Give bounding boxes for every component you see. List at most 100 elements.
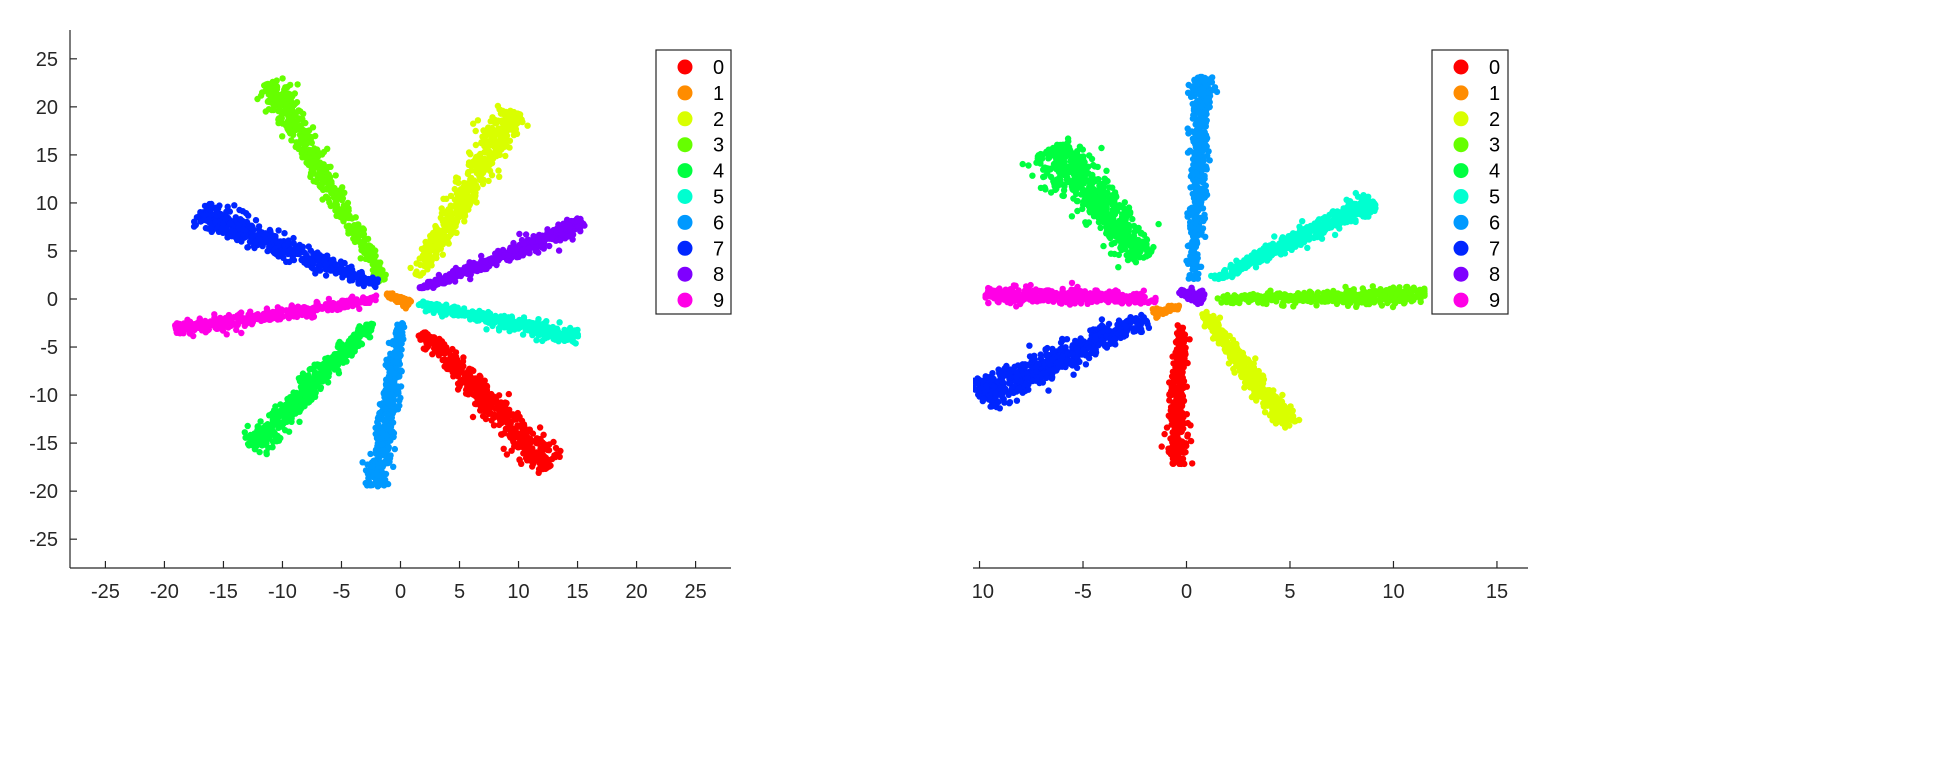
series-9-point	[337, 302, 345, 309]
legend-item-6: 6	[677, 212, 724, 234]
series-8-point	[475, 263, 483, 270]
series-3-point	[294, 81, 301, 88]
series-3-point	[266, 92, 274, 99]
series-5-point	[482, 312, 489, 319]
series-4-point	[302, 392, 309, 399]
series-0-point	[469, 413, 477, 421]
legend-label: 0	[713, 57, 724, 79]
series-7-point	[226, 220, 234, 227]
series-3-point	[307, 169, 315, 177]
series-6-point	[375, 436, 382, 444]
series-4-points	[241, 320, 377, 458]
series-7-point	[309, 265, 317, 272]
series-2-point	[501, 120, 508, 128]
series-0-point	[423, 344, 430, 352]
series-7-point	[348, 274, 355, 281]
series-5-point	[456, 311, 463, 319]
series-2-point	[486, 148, 493, 155]
series-2-point	[432, 237, 439, 244]
series-3-point	[268, 106, 275, 114]
series-2-point	[412, 270, 419, 278]
series-3-point	[357, 255, 364, 262]
series-9-point	[180, 320, 188, 327]
series-2-point	[491, 143, 498, 151]
series-4-point	[256, 428, 263, 435]
series-6-point	[398, 336, 406, 344]
series-0-point	[521, 423, 528, 430]
series-2-point	[494, 125, 502, 133]
legend-label: 8	[713, 264, 724, 286]
series-0-point	[1178, 358, 1185, 365]
legend-item-3: 3	[677, 135, 724, 157]
series-8-point	[442, 275, 449, 282]
series-9-point	[370, 295, 378, 302]
series-7-point	[283, 258, 290, 265]
series-6-point	[389, 384, 397, 392]
series-7-point	[348, 266, 356, 273]
series-4-point	[269, 422, 276, 429]
legend-label: 6	[713, 212, 724, 234]
series-4-point	[340, 349, 347, 356]
series-0-point	[1168, 387, 1175, 395]
series-8-point	[555, 247, 563, 254]
series-7-point	[230, 228, 238, 235]
series-9-point	[283, 307, 290, 314]
series-0-point	[514, 409, 521, 417]
series-2-point	[447, 192, 455, 200]
legend-item-4: 4	[677, 161, 724, 183]
series-0-point	[436, 335, 443, 343]
series-2-point	[431, 252, 439, 260]
series-8-point	[564, 233, 571, 240]
series-8-point	[455, 269, 462, 276]
series-7-point	[192, 221, 199, 229]
legend-marker	[677, 292, 693, 308]
series-2-point	[502, 152, 509, 160]
series-0-point	[483, 386, 490, 393]
series-6-point	[379, 400, 386, 407]
series-9-point	[213, 316, 220, 323]
x-tick-label: -25	[91, 581, 120, 603]
series-4-point	[292, 394, 300, 402]
series-2-point	[494, 102, 502, 110]
series-3-point	[301, 154, 309, 161]
series-4-point	[257, 418, 264, 425]
series-7-point	[240, 226, 247, 233]
series-4-point	[284, 404, 291, 411]
series-3-point	[298, 133, 306, 141]
series-9-point	[257, 314, 264, 321]
legend-item-2: 2	[677, 109, 724, 131]
series-6-point	[397, 394, 404, 402]
series-5-point	[562, 331, 570, 338]
x-tick-label: 15	[566, 581, 588, 603]
series-5-point	[519, 331, 527, 338]
x-tick-label: -15	[209, 581, 238, 603]
series-8-point	[447, 272, 454, 280]
series-8-point	[416, 284, 424, 291]
series-6-point	[393, 345, 401, 352]
legend-label: 2	[713, 109, 724, 131]
series-2-point	[510, 131, 518, 139]
series-6-point	[390, 433, 397, 441]
series-2-point	[472, 192, 479, 199]
series-0-point	[500, 413, 507, 420]
series-2-point	[452, 219, 460, 227]
series-4-point	[277, 401, 284, 408]
series-5-point	[567, 324, 574, 332]
y-tick-label: -10	[29, 385, 58, 407]
series-0-point	[1184, 359, 1191, 367]
legend-marker	[677, 266, 693, 282]
series-5-point	[510, 324, 517, 332]
series-5-point	[502, 318, 509, 325]
series-9-point	[356, 305, 363, 313]
series-0-point	[460, 354, 467, 361]
series-2-point	[465, 149, 473, 156]
series-3-point	[365, 254, 372, 262]
series-6-point	[378, 459, 386, 467]
series-8-point	[467, 265, 474, 273]
series-4-point	[366, 333, 374, 341]
series-7-point	[214, 205, 222, 212]
series-0-point	[1178, 403, 1185, 410]
series-7-point	[372, 278, 379, 286]
series-7-point	[307, 247, 314, 254]
